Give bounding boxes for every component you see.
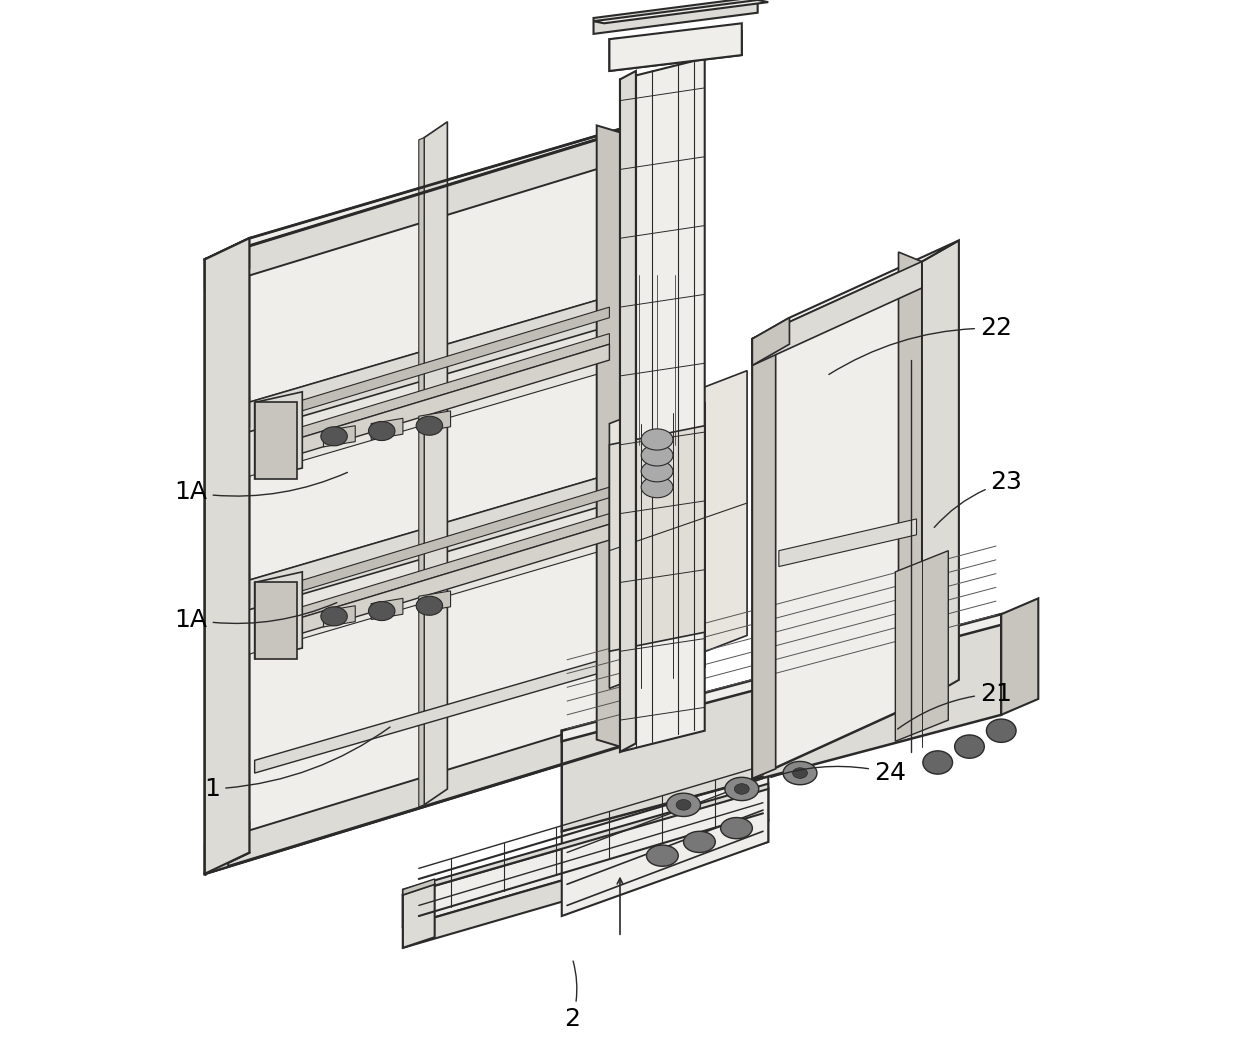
Ellipse shape: [641, 477, 673, 498]
Ellipse shape: [784, 761, 817, 785]
Polygon shape: [753, 262, 921, 365]
Ellipse shape: [792, 768, 807, 778]
Polygon shape: [205, 238, 249, 289]
Polygon shape: [562, 614, 1001, 831]
Ellipse shape: [725, 777, 759, 801]
Ellipse shape: [368, 602, 396, 621]
Polygon shape: [609, 31, 742, 71]
Polygon shape: [753, 262, 921, 778]
Ellipse shape: [676, 800, 691, 810]
Ellipse shape: [683, 831, 715, 852]
Ellipse shape: [641, 445, 673, 466]
Polygon shape: [205, 238, 249, 874]
Polygon shape: [260, 524, 609, 646]
Text: 2: 2: [564, 962, 580, 1030]
Polygon shape: [205, 238, 249, 874]
Polygon shape: [205, 132, 620, 874]
Ellipse shape: [321, 607, 347, 626]
Polygon shape: [205, 132, 620, 289]
Polygon shape: [205, 471, 620, 623]
Polygon shape: [254, 582, 298, 659]
Polygon shape: [424, 122, 448, 805]
Text: 23: 23: [934, 470, 1023, 527]
Polygon shape: [620, 116, 662, 747]
Ellipse shape: [417, 416, 443, 435]
Polygon shape: [254, 392, 303, 479]
Text: 24: 24: [771, 761, 906, 785]
Polygon shape: [254, 572, 303, 659]
Polygon shape: [594, 0, 769, 23]
Polygon shape: [324, 606, 355, 627]
Polygon shape: [403, 784, 769, 895]
Ellipse shape: [641, 461, 673, 482]
Ellipse shape: [667, 793, 701, 816]
Polygon shape: [753, 329, 776, 778]
Polygon shape: [205, 471, 620, 667]
Polygon shape: [205, 293, 620, 445]
Text: 21: 21: [898, 682, 1012, 729]
Polygon shape: [895, 551, 949, 741]
Polygon shape: [260, 307, 609, 424]
Ellipse shape: [955, 735, 985, 758]
Polygon shape: [371, 418, 403, 439]
Polygon shape: [596, 125, 620, 747]
Text: 22: 22: [828, 317, 1012, 375]
Ellipse shape: [646, 845, 678, 866]
Polygon shape: [254, 402, 298, 479]
Polygon shape: [562, 614, 1001, 741]
Polygon shape: [260, 344, 609, 466]
Polygon shape: [403, 884, 435, 948]
Polygon shape: [899, 252, 921, 701]
Ellipse shape: [923, 751, 952, 774]
Polygon shape: [205, 823, 249, 874]
Polygon shape: [562, 757, 769, 916]
Polygon shape: [260, 334, 609, 450]
Polygon shape: [419, 591, 450, 612]
Polygon shape: [921, 240, 959, 701]
Polygon shape: [753, 240, 959, 339]
Text: 1A: 1A: [175, 603, 337, 631]
Polygon shape: [419, 138, 424, 807]
Polygon shape: [419, 411, 450, 432]
Polygon shape: [609, 426, 704, 651]
Ellipse shape: [641, 429, 673, 450]
Polygon shape: [403, 879, 435, 895]
Polygon shape: [609, 23, 742, 71]
Polygon shape: [620, 58, 704, 752]
Polygon shape: [205, 574, 249, 623]
Text: 1: 1: [205, 728, 391, 801]
Polygon shape: [205, 717, 620, 874]
Ellipse shape: [734, 784, 749, 794]
Ellipse shape: [368, 421, 396, 441]
Polygon shape: [260, 514, 609, 630]
Polygon shape: [594, 0, 758, 34]
Polygon shape: [403, 821, 769, 948]
Polygon shape: [205, 252, 228, 874]
Ellipse shape: [986, 719, 1016, 742]
Polygon shape: [620, 71, 636, 752]
Polygon shape: [609, 371, 746, 688]
Text: 1A: 1A: [175, 472, 347, 504]
Polygon shape: [1001, 598, 1038, 715]
Polygon shape: [371, 598, 403, 620]
Polygon shape: [205, 116, 662, 259]
Polygon shape: [324, 426, 355, 447]
Ellipse shape: [720, 818, 753, 839]
Ellipse shape: [321, 427, 347, 446]
Ellipse shape: [417, 596, 443, 615]
Polygon shape: [403, 789, 769, 927]
Polygon shape: [779, 519, 916, 567]
Polygon shape: [753, 318, 790, 365]
Polygon shape: [205, 293, 620, 489]
Polygon shape: [205, 397, 249, 445]
Polygon shape: [254, 654, 620, 773]
Polygon shape: [260, 487, 609, 604]
